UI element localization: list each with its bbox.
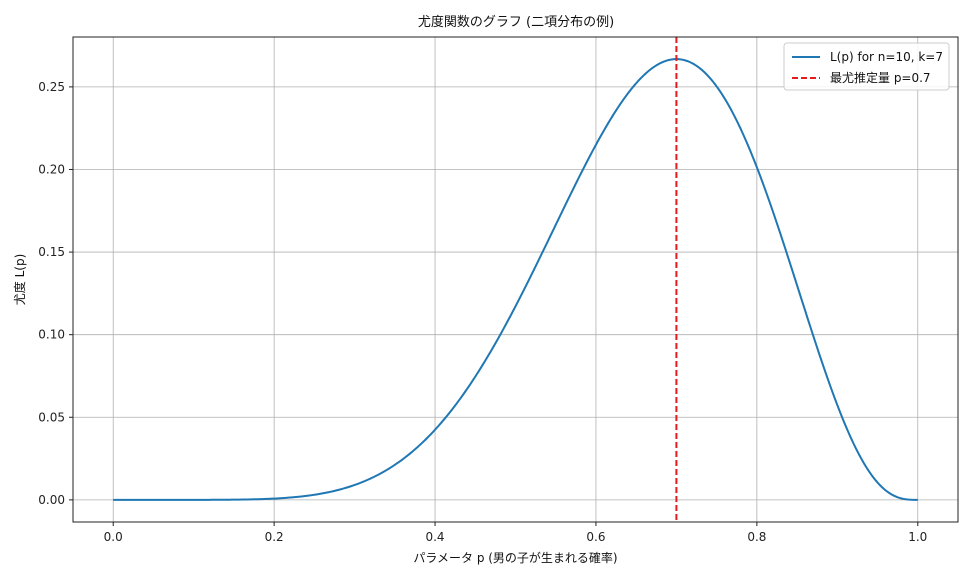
x-tick-label: 1.0	[908, 530, 927, 544]
x-tick-label: 0.6	[586, 530, 605, 544]
y-tick-label: 0.20	[38, 162, 65, 176]
x-tick-label: 0.4	[425, 530, 444, 544]
legend: L(p) for n=10, k=7 最尤推定量 p=0.7	[783, 42, 950, 91]
x-axis-label: パラメータ p (男の子が生まれる確率)	[413, 550, 617, 565]
y-tick-label: 0.05	[38, 410, 65, 424]
x-tick-label: 0.0	[104, 530, 123, 544]
likelihood-curve	[113, 58, 918, 501]
grid	[73, 37, 958, 522]
legend-label-mle: 最尤推定量 p=0.7	[830, 70, 931, 85]
legend-label-likelihood: L(p) for n=10, k=7	[830, 50, 943, 64]
chart-title: 尤度関数のグラフ (二項分布の例)	[418, 14, 614, 30]
legend-box	[783, 42, 950, 91]
x-tick-label: 0.8	[747, 530, 766, 544]
series-layer	[113, 37, 918, 522]
y-tick-label: 0.00	[38, 493, 65, 507]
plot-frame	[72, 36, 959, 523]
y-axis-label: 尤度 L(p)	[12, 254, 27, 305]
y-tick-label: 0.10	[38, 328, 65, 342]
axes: 0.0 0.2 0.4 0.6 0.8 1.0 0.00 0.05 0.10 0.15 0.20 0.…	[38, 80, 927, 544]
y-tick-label: 0.15	[38, 245, 65, 259]
x-tick-label: 0.2	[265, 530, 284, 544]
y-tick-label: 0.25	[38, 80, 65, 94]
